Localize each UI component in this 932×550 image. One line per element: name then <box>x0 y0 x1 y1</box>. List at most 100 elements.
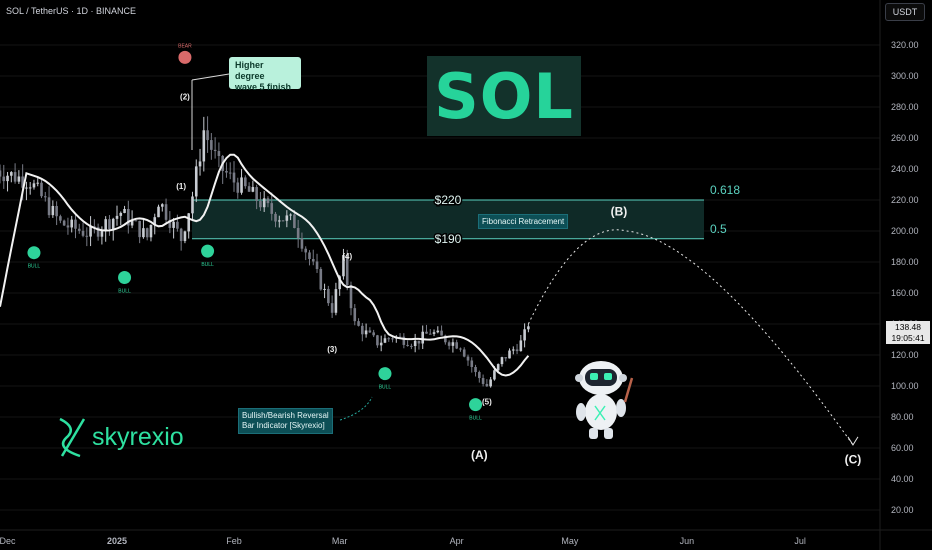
candle-body <box>474 367 477 373</box>
y-axis: 20.0040.0060.0080.00100.00120.00140.0016… <box>879 0 919 550</box>
candle-body <box>519 340 523 352</box>
candle-body <box>17 176 21 182</box>
wave-finish-note: Higher degree wave 5 finish <box>229 57 301 92</box>
candle-body <box>368 330 372 333</box>
candle-body <box>202 130 206 162</box>
candle-body <box>342 255 345 277</box>
fib-ratio-label: 0.5 <box>710 222 727 236</box>
candle-body <box>436 330 440 333</box>
candle-body <box>36 182 40 184</box>
ma-line <box>0 153 530 377</box>
candle-body <box>330 303 334 313</box>
x-tick-label: Apr <box>450 536 464 546</box>
robot-mascot <box>575 361 634 439</box>
candle-body <box>334 289 338 313</box>
candle-body <box>225 170 228 173</box>
fib-band <box>192 200 704 239</box>
candle-body <box>402 336 406 345</box>
bull-signal-dot <box>378 367 392 381</box>
candle-body <box>40 182 43 197</box>
candle-body <box>47 197 51 216</box>
wave-finish-line-2: wave 5 finish <box>235 82 292 92</box>
sol-watermark: SOL <box>427 56 581 136</box>
y-tick-label: 120.00 <box>891 350 919 360</box>
candle-body <box>417 340 421 344</box>
candle-body <box>66 225 70 228</box>
candle-body <box>413 340 417 347</box>
moving-average-line <box>0 153 530 377</box>
candle-body <box>361 325 364 335</box>
candle-body <box>85 235 89 237</box>
candle-body <box>466 356 470 361</box>
candle-body <box>153 217 157 225</box>
y-tick-label: 220.00 <box>891 195 919 205</box>
y-tick-label: 20.00 <box>891 505 914 515</box>
candle-body <box>277 220 281 222</box>
candle-body <box>451 342 455 346</box>
candle-body <box>149 224 153 238</box>
candle-body <box>470 360 474 368</box>
candle-body <box>357 321 360 326</box>
wave-label: (3) <box>327 345 337 354</box>
candle-body <box>138 220 141 238</box>
signal-label: BULL <box>379 385 392 391</box>
candle-body <box>10 172 13 176</box>
candle-body <box>142 228 145 238</box>
bull-signal-dot <box>469 398 483 412</box>
candle-body <box>104 219 107 231</box>
candle-body <box>134 220 138 222</box>
y-tick-label: 160.00 <box>891 288 919 298</box>
y-tick-label: 100.00 <box>891 381 919 391</box>
y-tick-label: 180.00 <box>891 257 919 267</box>
candle-body <box>485 383 489 387</box>
skyrexio-logo: skyrexio <box>56 416 184 458</box>
wave-label: (B) <box>611 205 628 219</box>
x-tick-label: Jul <box>794 536 806 546</box>
candle-body <box>266 198 270 204</box>
candle-body <box>115 215 119 219</box>
candle-body <box>59 216 62 221</box>
candle-body <box>455 342 458 349</box>
candle-body <box>308 252 311 260</box>
candle-body <box>191 196 194 214</box>
candle-body <box>338 276 341 290</box>
candle-body <box>289 214 292 216</box>
bull-signal-dot <box>201 244 215 258</box>
fibonacci-zone: 0.618 $220 0.5 $190 <box>192 183 740 247</box>
wave-label: (1) <box>176 182 186 191</box>
projection-arrowhead <box>847 436 859 446</box>
candle-body <box>311 259 315 262</box>
candle-body <box>236 182 240 193</box>
candle-body <box>345 255 349 285</box>
y-tick-label: 300.00 <box>891 71 919 81</box>
candle-body <box>511 349 515 351</box>
wave-label: (C) <box>845 453 862 467</box>
candle-body <box>187 213 191 232</box>
reversal-signals: BULL BULL BULL BEAR BULL BULL <box>27 43 483 422</box>
candle-body <box>410 345 413 347</box>
candle-body <box>28 187 32 189</box>
currency-button[interactable]: USDT <box>885 3 925 21</box>
candle-body <box>281 220 285 222</box>
y-tick-label: 80.00 <box>891 412 914 422</box>
candle-body <box>0 170 2 177</box>
candle-body <box>228 172 232 174</box>
projection-path <box>527 229 859 446</box>
current-price-value: 138.48 <box>895 322 921 332</box>
candle-body <box>74 219 77 229</box>
candle-body <box>406 344 409 346</box>
candle-body <box>183 231 187 242</box>
candle-body <box>81 230 85 236</box>
candle-body <box>319 269 323 290</box>
candle-body <box>32 183 36 188</box>
signal-label: BULL <box>118 289 131 295</box>
current-price-label: 138.48 19:05:41 <box>886 321 930 344</box>
candle-body <box>217 151 221 156</box>
signal-label: BEAR <box>178 43 192 49</box>
y-tick-label: 200.00 <box>891 226 919 236</box>
candle-body <box>425 331 428 334</box>
candle-body <box>157 206 160 218</box>
candle-body <box>500 357 504 365</box>
candle-body <box>25 187 28 189</box>
